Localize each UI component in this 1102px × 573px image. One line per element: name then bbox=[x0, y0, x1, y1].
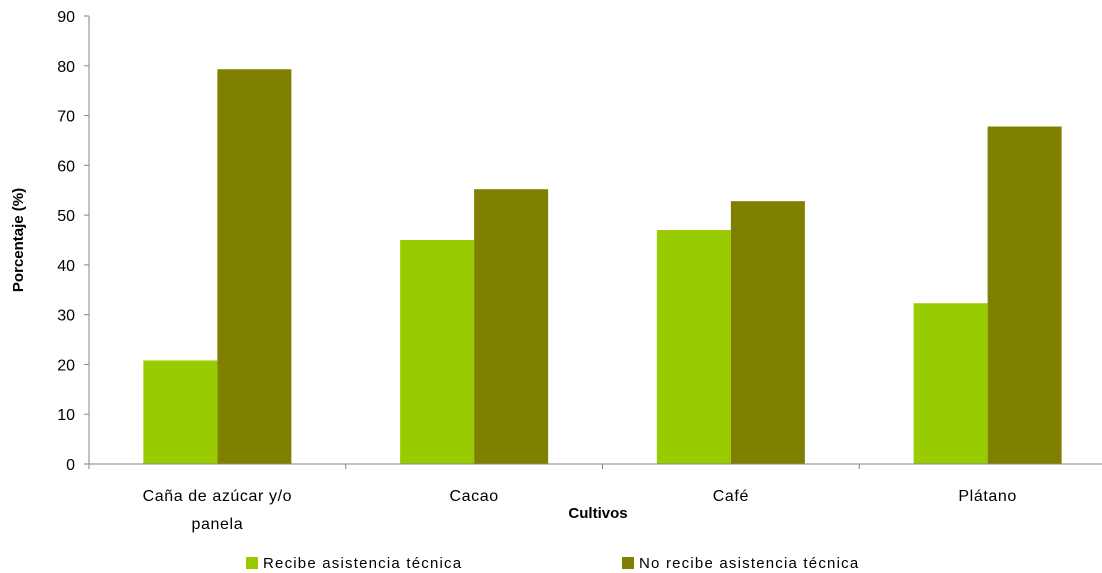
y-axis-ticks: 0 10 20 30 40 50 60 70 80 90 bbox=[57, 9, 89, 474]
bar-no-recibe-1 bbox=[474, 189, 549, 464]
y-tick-label: 30 bbox=[57, 308, 75, 325]
x-category-label: panela bbox=[192, 516, 244, 533]
bar-no-recibe-0 bbox=[217, 69, 292, 465]
x-axis-ticks bbox=[88, 464, 860, 469]
x-category-label: Café bbox=[713, 488, 749, 505]
bar-no-recibe-3 bbox=[987, 126, 1062, 465]
x-axis-category-labels: Caña de azúcar y/o panela Cacao Café Plátano bbox=[143, 488, 1017, 533]
x-category-label: Cacao bbox=[450, 488, 499, 505]
legend-swatch bbox=[622, 557, 634, 569]
y-tick-label: 60 bbox=[57, 158, 75, 175]
x-category-label: Plátano bbox=[958, 488, 1016, 505]
legend: Recibe asistencia técnica No recibe asist… bbox=[246, 555, 859, 572]
y-tick-label: 20 bbox=[57, 357, 75, 374]
y-tick-label: 80 bbox=[57, 59, 75, 76]
y-axis-title: Porcentaje (%) bbox=[10, 188, 27, 292]
legend-label: Recibe asistencia técnica bbox=[263, 555, 462, 572]
y-tick-label: 10 bbox=[57, 407, 75, 424]
y-tick-label: 0 bbox=[66, 457, 75, 474]
bar-recibe-0 bbox=[143, 360, 218, 464]
legend-label: No recibe asistencia técnica bbox=[639, 555, 859, 572]
y-tick-label: 70 bbox=[57, 109, 75, 126]
bar-recibe-2 bbox=[656, 230, 731, 464]
bars bbox=[143, 69, 1062, 465]
x-category-label: Caña de azúcar y/o bbox=[143, 488, 293, 505]
y-tick-label: 50 bbox=[57, 208, 75, 225]
bar-no-recibe-2 bbox=[730, 201, 805, 464]
legend-swatch bbox=[246, 557, 258, 569]
bar-recibe-3 bbox=[913, 303, 988, 464]
y-tick-label: 90 bbox=[57, 9, 75, 26]
y-tick-label: 40 bbox=[57, 258, 75, 275]
x-axis-title: Cultivos bbox=[568, 505, 627, 522]
bar-recibe-1 bbox=[400, 240, 475, 464]
